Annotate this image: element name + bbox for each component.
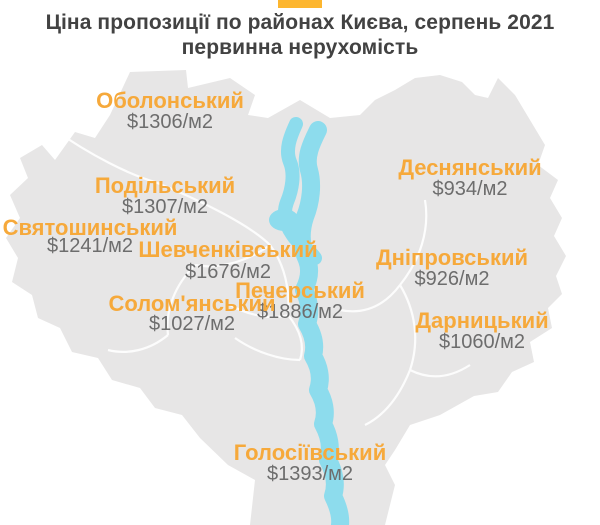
svg-text:Голосіївський: Голосіївський [234,440,386,465]
svg-text:Деснянський: Деснянський [398,155,541,180]
svg-text:$1027/м2: $1027/м2 [149,313,235,335]
svg-text:$1306/м2: $1306/м2 [127,111,213,133]
svg-text:$926/м2: $926/м2 [415,268,490,290]
svg-text:$1060/м2: $1060/м2 [439,331,525,353]
svg-text:Дарницький: Дарницький [415,308,548,333]
svg-text:$934/м2: $934/м2 [433,178,508,200]
svg-text:Оболонський: Оболонський [96,88,244,113]
svg-text:Шевченківський: Шевченківський [138,237,317,262]
svg-text:Подільський: Подільський [95,173,235,198]
svg-text:$1393/м2: $1393/м2 [267,463,353,485]
svg-text:$1241/м2: $1241/м2 [47,235,133,257]
svg-text:Дніпровський: Дніпровський [376,245,528,270]
